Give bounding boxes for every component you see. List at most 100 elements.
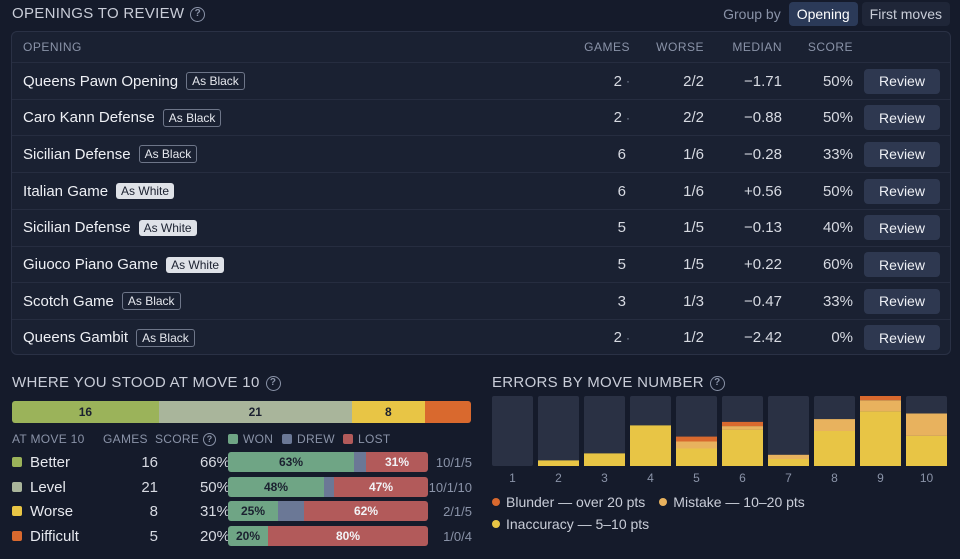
games-value: 5 <box>617 256 626 273</box>
lost-segment: 47% <box>334 476 428 497</box>
help-icon[interactable]: ? <box>203 433 217 447</box>
review-button[interactable]: Review <box>864 105 940 131</box>
score-value: 50% <box>822 72 853 90</box>
review-cell: Review <box>864 210 940 246</box>
bar-background <box>538 396 579 466</box>
review-cell: Review <box>864 283 940 319</box>
table-row: Scotch Game As Black 3 1/3 −0.47 33% Review <box>12 282 950 319</box>
worse-value: 1/6 <box>683 182 704 200</box>
median-value: +0.56 <box>744 182 782 200</box>
legend-dot <box>659 498 668 506</box>
opening-name: Sicilian Defense <box>23 145 131 163</box>
legend-dot <box>492 520 500 528</box>
legend-lost-label: LOST <box>358 432 391 446</box>
review-button[interactable]: Review <box>864 325 940 351</box>
opening-cell: Queens Pawn Opening As Black <box>23 63 245 99</box>
result-bar: 25% 62% <box>228 501 428 522</box>
opening-cell: Scotch Game As Black <box>23 283 181 319</box>
col-worse: WORSE <box>656 40 704 54</box>
stood-row: Better 16 66% 63% 31% 10/1/5 <box>12 451 472 475</box>
bar-segment <box>860 400 901 412</box>
review-button[interactable]: Review <box>864 215 940 241</box>
record-value: 1/0/4 <box>443 528 472 544</box>
review-button[interactable]: Review <box>864 288 940 314</box>
score-value: 50% <box>199 478 230 496</box>
games-dot: · <box>626 74 630 88</box>
drew-segment <box>354 452 366 472</box>
worse-value: 1/5 <box>683 256 704 273</box>
legend-item: Inaccuracy — 5–10 pts <box>492 516 649 532</box>
side-badge: As Black <box>138 145 198 164</box>
category-label: Level <box>30 478 66 496</box>
games-cell: 2 · <box>614 320 630 354</box>
record-value: 2/1/5 <box>443 504 472 520</box>
opening-name: Sicilian Defense <box>23 219 131 237</box>
bar-segment <box>676 448 717 466</box>
bar-segment <box>860 411 901 466</box>
drew-segment <box>324 476 334 497</box>
score-value: 33% <box>822 292 853 310</box>
position-distribution-bar: 16 21 8 <box>12 401 471 423</box>
score-value: 31% <box>199 503 230 521</box>
side-badge: As Black <box>121 292 181 311</box>
median-value: −0.88 <box>744 109 782 127</box>
review-button[interactable]: Review <box>864 141 940 167</box>
openings-title: OPENINGS TO REVIEW <box>12 5 185 22</box>
openings-section: OPENINGS TO REVIEW? <box>12 5 206 22</box>
group-by-control: Group by Opening First moves <box>723 2 950 26</box>
category-label: Worse <box>30 503 74 521</box>
worse-value: 2/2 <box>683 109 704 127</box>
errors-title: ERRORS BY MOVE NUMBER <box>492 374 704 391</box>
openings-table: OPENING GAMES WORSE MEDIAN SCORE Queens … <box>11 31 951 355</box>
group-option-opening[interactable]: Opening <box>788 2 858 26</box>
median-value: −0.47 <box>744 292 782 310</box>
drew-swatch <box>282 434 292 444</box>
opening-cell: Giuoco Piano Game As White <box>23 247 225 283</box>
col-score: SCORE <box>807 40 853 54</box>
help-icon[interactable]: ? <box>709 375 725 391</box>
games-value: 5 <box>149 527 158 545</box>
review-button[interactable]: Review <box>864 252 940 277</box>
category-label: Difficult <box>30 527 79 545</box>
bar-background <box>492 396 533 466</box>
opening-cell: Queens Gambit As Black <box>23 320 195 354</box>
legend-item: Mistake — 10–20 pts <box>659 494 805 510</box>
games-value: 3 <box>617 292 626 310</box>
lost-swatch <box>343 434 353 444</box>
review-cell: Review <box>864 173 940 209</box>
distribution-segment: 8 <box>351 401 426 423</box>
games-cell: 3 <box>618 283 630 319</box>
lost-segment: 62% <box>304 501 428 522</box>
help-icon[interactable]: ? <box>190 6 206 22</box>
bar-segment <box>584 453 625 466</box>
median-value: −2.42 <box>744 329 782 347</box>
review-button[interactable]: Review <box>864 68 940 94</box>
x-tick-label: 5 <box>693 471 700 485</box>
legend-dot <box>492 498 500 506</box>
category-swatch <box>12 457 22 467</box>
games-cell: 5 <box>618 247 630 283</box>
games-cell: 5 <box>618 210 630 246</box>
group-option-first-moves[interactable]: First moves <box>861 2 950 26</box>
drew-segment <box>278 501 304 522</box>
side-badge: As Black <box>136 328 195 347</box>
games-dot: · <box>626 110 630 125</box>
x-tick-label: 6 <box>739 471 746 485</box>
opening-name: Scotch Game <box>23 292 114 310</box>
stood-row: Worse 8 31% 25% 62% 2/1/5 <box>12 500 472 524</box>
help-icon[interactable]: ? <box>265 375 281 391</box>
won-segment: 20% <box>228 525 268 546</box>
review-button[interactable]: Review <box>864 178 940 204</box>
x-tick-label: 1 <box>509 471 516 485</box>
distribution-segment: 16 <box>12 401 159 423</box>
bar-background <box>584 396 625 466</box>
opening-cell: Caro Kann Defense As Black <box>23 100 222 136</box>
errors-section: ERRORS BY MOVE NUMBER? <box>492 374 725 391</box>
worse-value: 1/5 <box>683 219 704 237</box>
games-value: 6 <box>617 182 626 200</box>
category-swatch <box>12 530 22 541</box>
opening-name: Queens Pawn Opening <box>23 72 179 90</box>
review-cell: Review <box>864 63 940 99</box>
median-value: −0.28 <box>744 145 782 163</box>
col-score: SCORE? <box>155 432 217 447</box>
